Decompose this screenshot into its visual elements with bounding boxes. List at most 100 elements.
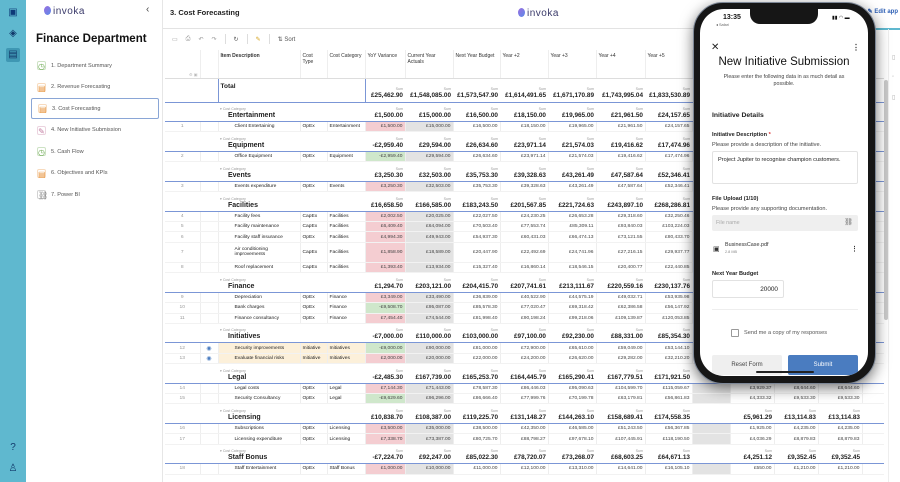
value-cell[interactable]: £62,386.58 <box>596 302 646 314</box>
group-label[interactable]: ▾ Cost Category Staff Bonus <box>218 444 365 465</box>
value-cell[interactable]: £7,144.30 <box>365 383 406 395</box>
value-cell[interactable]: £17,474.96 <box>645 151 693 163</box>
item-description[interactable]: Staff Entertainment <box>218 463 301 475</box>
submit-button[interactable]: Submit <box>788 355 858 375</box>
value-cell[interactable]: £80,725.70 <box>453 433 501 445</box>
panel-icon[interactable]: ▯ <box>892 55 896 61</box>
panel-icon[interactable]: ▯ <box>892 95 896 101</box>
column-header[interactable]: YoY Variance <box>365 50 406 79</box>
item-description[interactable]: Security Consultancy <box>218 393 301 405</box>
group-label[interactable]: ▾ Cost Category Finance <box>218 272 365 293</box>
value-cell[interactable]: £1,000.00 <box>365 463 406 475</box>
item-description[interactable]: Facility staff insurance <box>218 231 301 243</box>
group-label[interactable]: ▾ Cost Category Facilities <box>218 191 365 212</box>
file-more-icon[interactable]: ⋮ <box>851 246 858 253</box>
value-cell[interactable]: £59,049.00 <box>596 342 646 354</box>
value-cell[interactable] <box>692 433 731 445</box>
value-cell[interactable]: £27,216.15 <box>596 242 646 263</box>
cost-type[interactable]: Initiative <box>300 353 328 365</box>
sidebar-item-1[interactable]: ◷ 1. Department Summary <box>31 55 159 76</box>
value-cell[interactable]: £7,454.40 <box>365 313 406 324</box>
sum-cell[interactable]: Sum £1,671,170.89 <box>548 77 596 103</box>
sum-cell[interactable]: Sum £26,634.60 <box>453 131 500 152</box>
value-cell[interactable]: £24,157.65 <box>645 121 693 133</box>
cost-category[interactable]: Licensing <box>327 433 366 445</box>
sum-cell[interactable]: Sum £201,567.85 <box>500 191 548 212</box>
user-icon[interactable]: ♙ <box>8 463 18 474</box>
sum-cell[interactable]: Sum £207,741.61 <box>500 272 548 293</box>
column-header[interactable]: Year +4 <box>596 50 646 79</box>
item-description[interactable]: Roof replacement <box>218 262 301 274</box>
item-description[interactable]: Events expenditure <box>218 181 301 193</box>
value-cell[interactable]: £10,000.00 <box>405 463 454 475</box>
collapse-sidebar-icon[interactable]: ‹ <box>146 4 150 15</box>
reset-form-button[interactable]: Reset Form <box>712 355 782 375</box>
sum-cell[interactable]: Sum £158,689.41 <box>596 403 645 424</box>
value-cell[interactable]: £26,634.60 <box>453 151 501 163</box>
value-cell[interactable]: £51,243.50 <box>596 423 646 435</box>
value-cell[interactable]: £35,000.00 <box>405 423 454 435</box>
value-cell[interactable]: £8,879.83 <box>818 433 863 445</box>
value-cell[interactable]: £90,000.00 <box>405 342 454 354</box>
group-label[interactable]: ▾ Cost Category Equipment <box>218 131 365 152</box>
sum-cell[interactable]: Sum £3,250.30 <box>365 161 405 182</box>
value-cell[interactable]: £22,000.00 <box>453 353 501 365</box>
value-cell[interactable]: £9,533.30 <box>774 393 819 405</box>
column-header[interactable]: Cost Category <box>327 50 366 79</box>
item-description[interactable]: Facility maintenance <box>218 221 301 233</box>
cost-category[interactable]: Finance <box>327 313 366 324</box>
sidebar-item-3[interactable]: ▤ 3. Cost Forecasting <box>31 98 159 119</box>
item-description[interactable]: Air conditioning improvements <box>218 242 301 263</box>
value-cell[interactable]: £66,474.13 <box>548 231 597 243</box>
refresh-icon[interactable]: ↻ <box>233 36 239 43</box>
sum-cell[interactable]: Sum £73,268.07 <box>548 444 596 465</box>
initiative-icon[interactable]: ◉ <box>200 353 219 365</box>
item-description[interactable]: Depreciation <box>218 292 301 304</box>
value-cell[interactable]: £22,492.69 <box>500 242 549 263</box>
value-cell[interactable]: £3,500.00 <box>365 423 406 435</box>
value-cell[interactable]: £24,230.25 <box>500 211 549 223</box>
value-cell[interactable]: £60,431.03 <box>500 231 549 243</box>
sum-cell[interactable]: Sum -£2,485.30 <box>365 363 405 384</box>
cost-type[interactable]: OpEx <box>300 292 328 304</box>
value-cell[interactable]: £85,309.11 <box>548 221 597 233</box>
sum-cell[interactable]: Sum £164,445.79 <box>500 363 548 384</box>
sidebar-item-2[interactable]: ▤ 2. Revenue Forecasting <box>31 77 159 98</box>
value-cell[interactable]: £1,500.00 <box>365 121 406 133</box>
value-cell[interactable]: £8,644.60 <box>818 383 863 395</box>
sum-cell[interactable]: Sum £35,753.30 <box>453 161 500 182</box>
sum-cell[interactable]: Sum £268,286.81 <box>645 191 692 212</box>
cost-category[interactable]: Initiatives <box>327 342 366 354</box>
value-cell[interactable]: £49,943.00 <box>405 231 454 243</box>
value-cell[interactable]: £118,190.50 <box>645 433 693 445</box>
cost-type[interactable]: CapEx <box>300 242 328 263</box>
sum-cell[interactable]: Sum -£7,000.00 <box>365 323 405 344</box>
sum-cell[interactable]: Sum £165,253.70 <box>453 363 500 384</box>
sum-cell[interactable]: Sum £5,961.29 <box>730 403 774 424</box>
value-cell[interactable]: £16,500.00 <box>453 121 501 133</box>
value-cell[interactable]: £56,861.83 <box>645 393 693 405</box>
value-cell[interactable]: £115,059.67 <box>645 383 693 395</box>
sum-cell[interactable]: Sum £18,150.00 <box>500 102 548 122</box>
value-cell[interactable]: £77,020.47 <box>500 302 549 314</box>
cost-type[interactable]: OpEx <box>300 151 328 163</box>
value-cell[interactable]: £21,961.50 <box>596 121 646 133</box>
print-icon[interactable]: ⎙ <box>185 35 191 42</box>
value-cell[interactable]: £70,199.78 <box>548 393 597 405</box>
value-cell[interactable]: £12,100.00 <box>500 463 549 475</box>
sum-cell[interactable]: Sum £204,415.70 <box>453 272 500 293</box>
value-cell[interactable]: £38,500.00 <box>453 423 501 435</box>
value-cell[interactable]: £43,261.49 <box>548 181 597 193</box>
item-description[interactable]: Facility fees <box>218 211 301 223</box>
value-cell[interactable]: £9,533.30 <box>818 393 863 405</box>
sum-cell[interactable]: Sum £13,114.83 <box>774 403 818 424</box>
value-cell[interactable]: £65,610.00 <box>548 342 597 354</box>
value-cell[interactable]: £4,333.32 <box>730 393 775 405</box>
value-cell[interactable]: £107,445.91 <box>596 433 646 445</box>
sum-cell[interactable]: Sum £9,352.45 <box>774 444 818 465</box>
cost-category[interactable]: Equipment <box>327 151 366 163</box>
cost-type[interactable]: OpEx <box>300 433 328 445</box>
cost-type[interactable]: OpEx <box>300 463 328 475</box>
sidebar-item-7[interactable]: ⛓ 7. Power BI <box>31 184 159 205</box>
cost-type[interactable]: OpEx <box>300 302 328 314</box>
